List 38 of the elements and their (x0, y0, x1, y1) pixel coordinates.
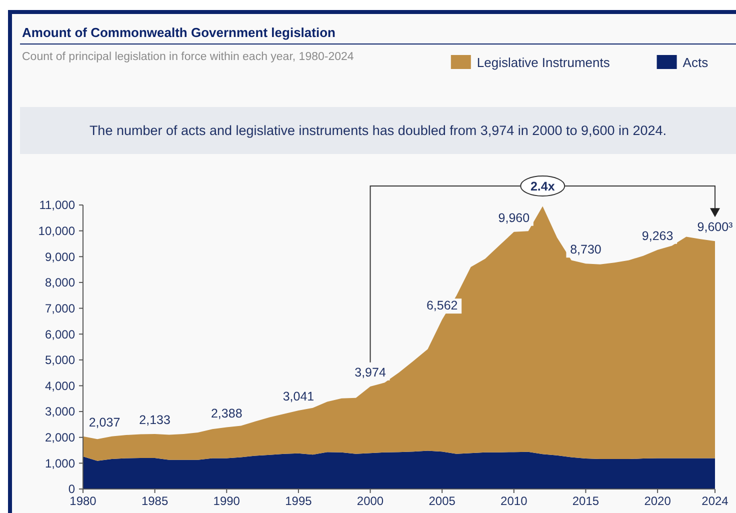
x-tick-label: 1985 (141, 494, 168, 508)
annotation: 3,974 (354, 365, 386, 380)
x-tick-label: 2010 (500, 494, 528, 508)
legend-label: Legislative Instruments (476, 55, 610, 70)
y-tick-label: 10,000 (38, 224, 76, 238)
y-tick-label: 2,000 (44, 430, 76, 445)
annotation: 2,133 (139, 412, 171, 427)
annotation: 6,562 (426, 298, 458, 313)
annotation: 2,037 (88, 415, 120, 430)
x-tick-label: 2015 (572, 494, 600, 508)
annotation: 2,388 (210, 406, 242, 420)
y-tick-label: 1,000 (44, 456, 76, 470)
x-tick-label: 2000 (356, 494, 384, 508)
y-tick-label: 8,000 (44, 276, 76, 290)
text: The number of acts and legislative instruments has doubled from 3,974 in 2000 to 9,600 in 2024. (89, 123, 667, 138)
x-tick-label: 2024 (702, 494, 729, 508)
y-tick-label: 3,000 (44, 404, 76, 419)
annotation: 3,041 (282, 389, 314, 404)
annotation: 8,730 (570, 242, 602, 257)
y-tick-label: 5,000 (44, 353, 76, 368)
y-tick-label: 0 (68, 482, 76, 496)
y-tick-label: 7,000 (44, 301, 76, 316)
legend-label: Acts (682, 55, 709, 70)
annotation: 9,600³ (697, 220, 733, 234)
annotation: 9,960 (498, 210, 530, 225)
y-tick-label: 11,000 (39, 198, 76, 212)
text: 2.4x (530, 180, 555, 194)
x-tick-label: 1990 (213, 494, 240, 508)
y-tick-label: 9,000 (44, 250, 76, 264)
chart-subtitle: Count of principal legislation in force within each year, 1980-2024 (22, 51, 354, 63)
y-tick-label: 4,000 (44, 378, 76, 393)
x-tick-label: 1980 (70, 494, 97, 508)
x-tick-label: 2005 (428, 494, 456, 508)
x-tick-label: 1995 (285, 494, 312, 508)
x-tick-label: 2020 (644, 494, 672, 508)
annotation: 9,263 (642, 228, 674, 243)
y-tick-label: 6,000 (44, 327, 76, 342)
chart-title: Amount of Commonwealth Government legislation (22, 25, 336, 40)
